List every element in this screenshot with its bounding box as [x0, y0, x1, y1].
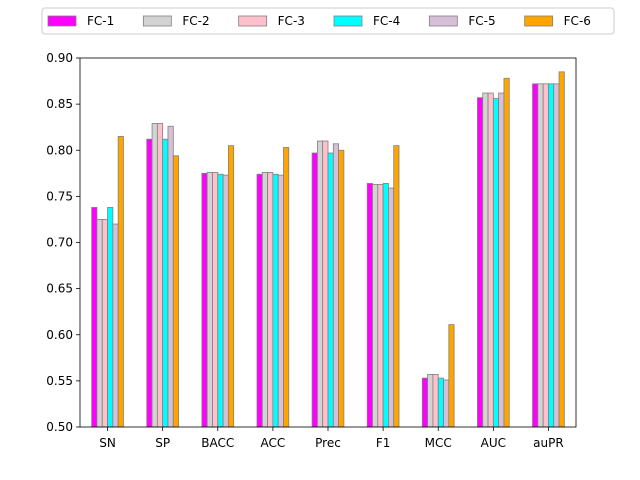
bar-fc-4-sn [107, 207, 114, 428]
bar-fc-2-sn [96, 219, 103, 428]
bar-fc-6-sn [117, 136, 124, 428]
bar-fc-6-aupr [558, 71, 565, 428]
bar-fc-4-mcc [437, 377, 444, 428]
bar-fc-5-mcc [443, 379, 450, 428]
bar-fc-3-prec [322, 140, 329, 428]
bar-fc-4-bacc [217, 173, 224, 428]
legend-box [41, 7, 615, 35]
bar-fc-4-acc [272, 173, 279, 428]
y-tick-label: 0.65 [46, 282, 73, 296]
bar-fc-3-sp [156, 123, 164, 428]
bar-fc-1-bacc [201, 172, 208, 428]
bar-fc-1-acc [256, 173, 263, 428]
bar-fc-5-prec [332, 143, 339, 428]
bar-fc-4-aupr [548, 83, 555, 428]
x-tick-label: Prec [315, 436, 341, 450]
bar-fc-1-prec [311, 152, 318, 428]
legend-label-fc-3: FC-3 [278, 14, 305, 28]
bar-fc-6-sp [172, 155, 179, 428]
y-tick-label: 0.50 [46, 420, 73, 434]
bar-fc-1-sn [91, 207, 98, 428]
legend-swatch-fc-3 [238, 15, 268, 27]
bar-fc-3-auc [487, 92, 494, 428]
y-tick-label: 0.80 [46, 143, 73, 157]
x-tick-label: auPR [533, 436, 564, 450]
bar-fc-5-bacc [222, 174, 229, 428]
bar-fc-2-acc [261, 171, 268, 428]
bar-fc-3-mcc [432, 374, 439, 428]
bar-fc-6-mcc [448, 324, 455, 428]
bar-fc-2-auc [482, 92, 489, 428]
y-tick-label: 0.85 [46, 97, 73, 111]
bar-fc-2-aupr [537, 83, 544, 428]
bar-fc-1-sp [146, 138, 153, 428]
x-tick-label: MCC [425, 436, 452, 450]
bar-fc-4-f1 [382, 183, 389, 428]
legend-label-fc-6: FC-6 [564, 14, 591, 28]
bar-fc-2-f1 [372, 183, 379, 428]
bar-fc-2-prec [316, 140, 324, 428]
bar-fc-2-mcc [427, 374, 434, 428]
y-tick-label: 0.75 [46, 189, 73, 203]
x-tick-label: ACC [261, 436, 286, 450]
bar-fc-3-bacc [212, 171, 219, 428]
bar-fc-5-auc [498, 92, 505, 428]
bar-fc-3-f1 [377, 183, 384, 428]
bar-fc-2-sp [151, 123, 158, 428]
legend-label-fc-1: FC-1 [87, 14, 114, 28]
bar-fc-1-aupr [532, 83, 539, 428]
bar-fc-3-sn [101, 219, 108, 428]
axes: 0.50 0.55 0.60 0.65 0.70 0.75 0.80 0.85 0.90 SN SP… [46, 51, 577, 450]
legend-label-fc-4: FC-4 [373, 14, 400, 28]
bar-fc-1-mcc [421, 377, 429, 428]
x-tick-label: AUC [481, 436, 506, 450]
bar-fc-5-acc [277, 174, 284, 428]
bar-fc-3-acc [267, 171, 274, 428]
y-tick-label: 0.70 [46, 236, 73, 250]
bar-fc-5-sn [112, 223, 119, 428]
x-tick-label: SP [155, 436, 170, 450]
bar-fc-6-acc [283, 147, 290, 428]
bar-fc-4-sp [162, 138, 169, 428]
bar-fc-6-f1 [393, 145, 400, 428]
y-tick-label: 0.55 [46, 374, 73, 388]
bar-fc-5-f1 [388, 187, 395, 428]
legend-swatch-fc-5 [428, 15, 458, 27]
legend: FC-1 FC-2 FC-3 FC-4 FC-5 FC-6 [41, 7, 615, 35]
bars [91, 71, 565, 428]
bar-fc-3-aupr [542, 83, 549, 428]
bar-fc-6-auc [503, 77, 510, 428]
legend-swatch-fc-4 [333, 15, 363, 27]
y-tick-label: 0.90 [46, 51, 73, 65]
x-tick-label: BACC [201, 436, 234, 450]
bar-fc-2-bacc [206, 171, 213, 428]
legend-label-fc-5: FC-5 [468, 14, 495, 28]
bar-fc-1-f1 [366, 183, 373, 428]
legend-label-fc-2: FC-2 [182, 14, 209, 28]
bar-fc-5-sp [167, 125, 174, 428]
legend-swatch-fc-6 [524, 15, 554, 27]
bar-fc-4-auc [492, 98, 500, 428]
bar-fc-1-auc [477, 97, 484, 428]
legend-swatch-fc-2 [142, 15, 172, 27]
legend-swatch-fc-1 [47, 15, 77, 27]
bar-fc-5-aupr [553, 83, 560, 428]
y-tick-label: 0.60 [46, 328, 73, 342]
x-tick-label: F1 [376, 436, 391, 450]
bar-fc-6-prec [338, 149, 345, 428]
x-tick-label: SN [99, 436, 116, 450]
bar-fc-6-bacc [227, 145, 235, 428]
bar-fc-4-prec [327, 152, 334, 428]
